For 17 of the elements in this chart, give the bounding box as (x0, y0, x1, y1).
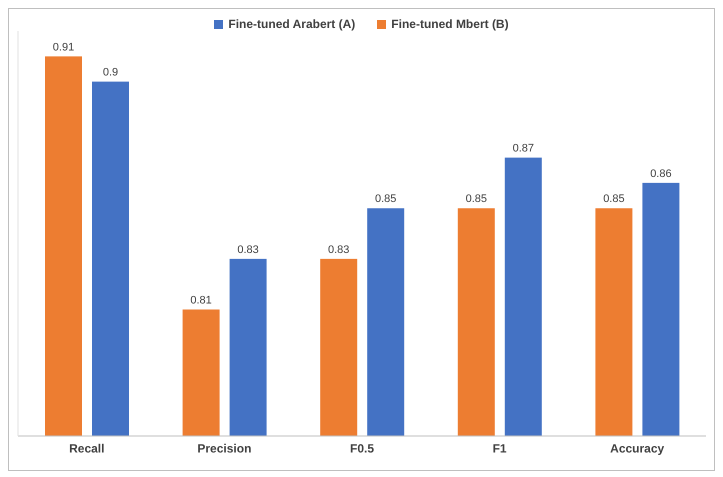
data-label: 0.81 (190, 294, 212, 306)
data-label: 0.9 (102, 66, 118, 79)
x-tick-label: Precision (197, 442, 252, 456)
x-tick-label: F1 (492, 442, 507, 456)
data-label: 0.91 (52, 41, 74, 54)
data-label: 0.86 (650, 168, 672, 180)
x-tick-label: Accuracy (610, 442, 665, 456)
x-tick-label: Recall (69, 442, 104, 456)
x-tick-label: F0.5 (350, 442, 374, 456)
data-label: 0.83 (328, 244, 350, 256)
legend-label: Fine-tuned Arabert (A) (227, 17, 356, 31)
legend-label: Fine-tuned Mbert (B) (390, 17, 509, 31)
data-label: 0.85 (466, 193, 488, 206)
data-label: 0.83 (237, 244, 259, 256)
data-label: 0.85 (374, 193, 396, 206)
data-label: 0.85 (603, 193, 625, 206)
data-label: 0.87 (512, 142, 534, 155)
